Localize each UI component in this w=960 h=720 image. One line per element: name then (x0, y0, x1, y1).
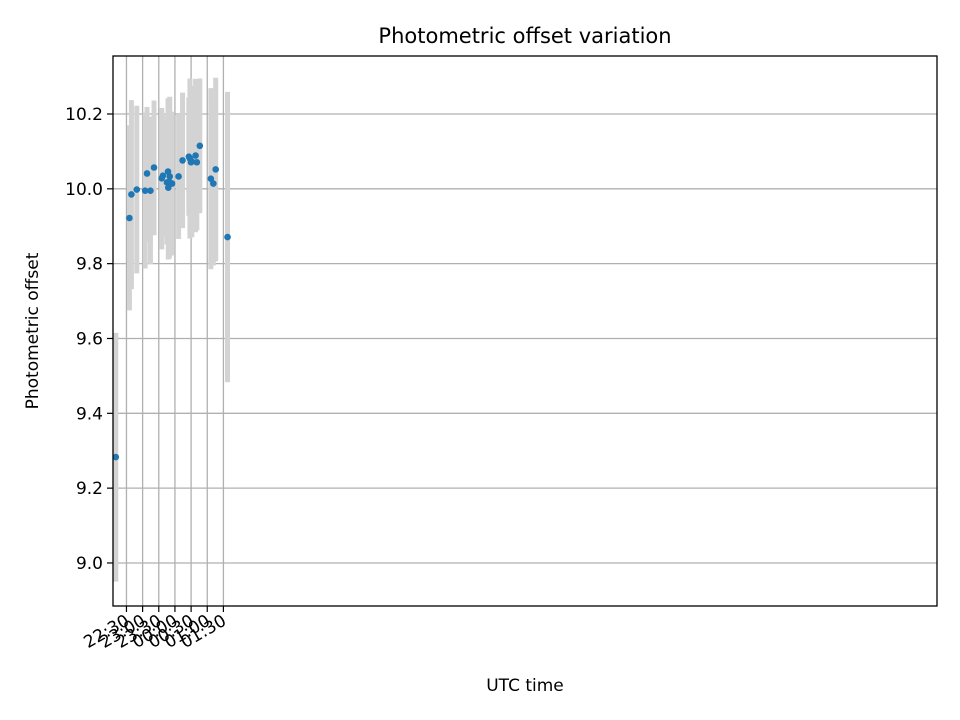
data-point (212, 166, 219, 173)
data-point (175, 173, 182, 180)
data-point (224, 233, 231, 241)
data-point (164, 184, 172, 192)
data-point (196, 142, 204, 150)
error-bars (113, 77, 231, 582)
data-point (193, 158, 201, 166)
data-point (126, 214, 133, 222)
y-tick-label: 9.2 (76, 479, 103, 499)
grid (113, 56, 937, 606)
data-point (159, 172, 167, 180)
y-ticks: 9.0 9.2 9.4 9.6 9.8 10.0 10.2 (65, 105, 113, 574)
x-axis-label: UTC time (486, 676, 564, 696)
y-tick-label: 9.0 (76, 554, 103, 574)
data-point (128, 191, 135, 198)
data-point (133, 186, 141, 193)
plot-frame (112, 55, 938, 607)
data-point (192, 152, 199, 159)
data-point (207, 175, 215, 183)
y-tick-label: 10.0 (65, 180, 103, 200)
y-tick-label: 9.8 (76, 255, 103, 275)
data-point (112, 453, 120, 461)
data-point (141, 187, 149, 194)
data-point (150, 164, 158, 171)
data-points (112, 142, 231, 461)
y-axis-label: Photometric offset (23, 252, 43, 409)
data-point (179, 157, 186, 164)
data-point (188, 158, 196, 165)
data-point (210, 180, 217, 187)
data-point (166, 173, 174, 180)
y-tick-label: 9.4 (76, 404, 103, 424)
y-tick-label: 9.6 (76, 329, 103, 349)
data-point (168, 180, 176, 187)
data-point (143, 170, 151, 177)
y-tick-label: 10.2 (65, 105, 103, 125)
chart-title: Photometric offset variation (378, 24, 671, 48)
data-point (147, 187, 154, 194)
